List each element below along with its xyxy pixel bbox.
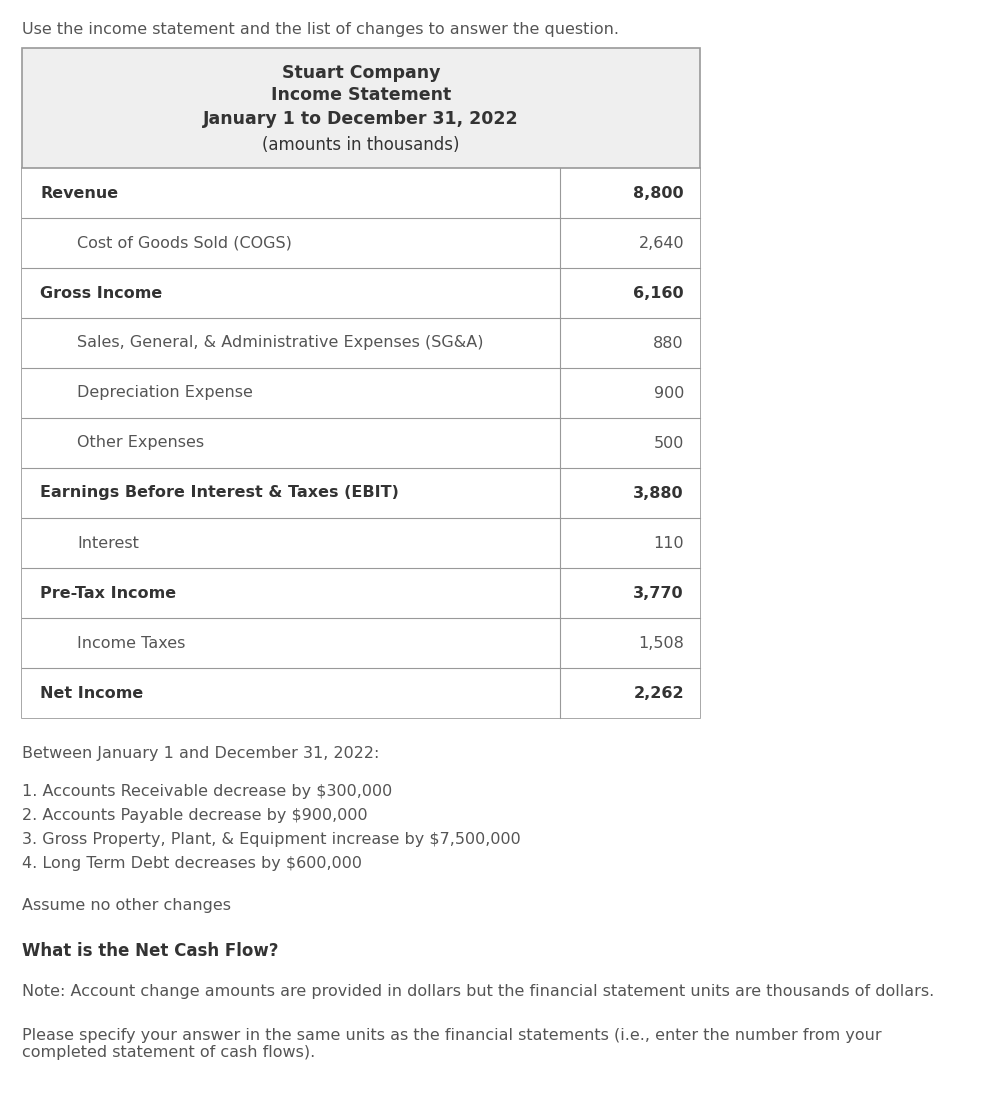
Text: 110: 110 <box>653 536 684 550</box>
Text: 1. Accounts Receivable decrease by $300,000: 1. Accounts Receivable decrease by $300,… <box>22 784 392 799</box>
Bar <box>22 368 700 418</box>
Text: 3,770: 3,770 <box>633 585 684 601</box>
Text: Net Income: Net Income <box>40 685 143 700</box>
Text: 3,880: 3,880 <box>633 486 684 501</box>
Text: 8,800: 8,800 <box>633 185 684 201</box>
Text: Pre-Tax Income: Pre-Tax Income <box>40 585 176 601</box>
Text: Income Taxes: Income Taxes <box>77 636 185 651</box>
Text: (amounts in thousands): (amounts in thousands) <box>262 136 460 155</box>
Text: Revenue: Revenue <box>40 185 118 201</box>
Text: Note: Account change amounts are provided in dollars but the financial statement: Note: Account change amounts are provide… <box>22 984 934 998</box>
Text: Cost of Goods Sold (COGS): Cost of Goods Sold (COGS) <box>77 236 292 251</box>
Bar <box>22 168 700 218</box>
Text: 2. Accounts Payable decrease by $900,000: 2. Accounts Payable decrease by $900,000 <box>22 808 368 823</box>
Text: Depreciation Expense: Depreciation Expense <box>77 386 253 400</box>
Bar <box>22 468 700 518</box>
Bar <box>22 518 700 568</box>
Text: Stuart Company: Stuart Company <box>282 64 440 82</box>
Text: 500: 500 <box>654 435 684 450</box>
Text: Use the income statement and the list of changes to answer the question.: Use the income statement and the list of… <box>22 22 619 37</box>
Text: Other Expenses: Other Expenses <box>77 435 204 450</box>
Bar <box>22 48 700 168</box>
Text: Sales, General, & Administrative Expenses (SG&A): Sales, General, & Administrative Expense… <box>77 335 484 351</box>
Text: 880: 880 <box>653 335 684 351</box>
Bar <box>22 318 700 368</box>
Bar <box>22 667 700 718</box>
Text: 1,508: 1,508 <box>638 636 684 651</box>
Text: 6,160: 6,160 <box>633 285 684 300</box>
Text: January 1 to December 31, 2022: January 1 to December 31, 2022 <box>203 110 519 128</box>
Bar <box>22 568 700 618</box>
Text: Earnings Before Interest & Taxes (EBIT): Earnings Before Interest & Taxes (EBIT) <box>40 486 399 501</box>
Text: Interest: Interest <box>77 536 139 550</box>
Bar <box>22 418 700 468</box>
Text: Please specify your answer in the same units as the financial statements (i.e., : Please specify your answer in the same u… <box>22 1028 882 1061</box>
Text: Gross Income: Gross Income <box>40 285 162 300</box>
Text: Income Statement: Income Statement <box>271 85 451 104</box>
Bar <box>22 218 700 269</box>
Text: Assume no other changes: Assume no other changes <box>22 898 231 913</box>
Text: 900: 900 <box>654 386 684 400</box>
Text: 2,262: 2,262 <box>633 685 684 700</box>
Text: 3. Gross Property, Plant, & Equipment increase by $7,500,000: 3. Gross Property, Plant, & Equipment in… <box>22 832 521 847</box>
Bar <box>22 269 700 318</box>
Text: Between January 1 and December 31, 2022:: Between January 1 and December 31, 2022: <box>22 746 379 761</box>
Bar <box>22 48 700 718</box>
Text: 2,640: 2,640 <box>638 236 684 251</box>
Text: What is the Net Cash Flow?: What is the Net Cash Flow? <box>22 941 278 960</box>
Text: 4. Long Term Debt decreases by $600,000: 4. Long Term Debt decreases by $600,000 <box>22 856 362 871</box>
Bar <box>22 618 700 667</box>
